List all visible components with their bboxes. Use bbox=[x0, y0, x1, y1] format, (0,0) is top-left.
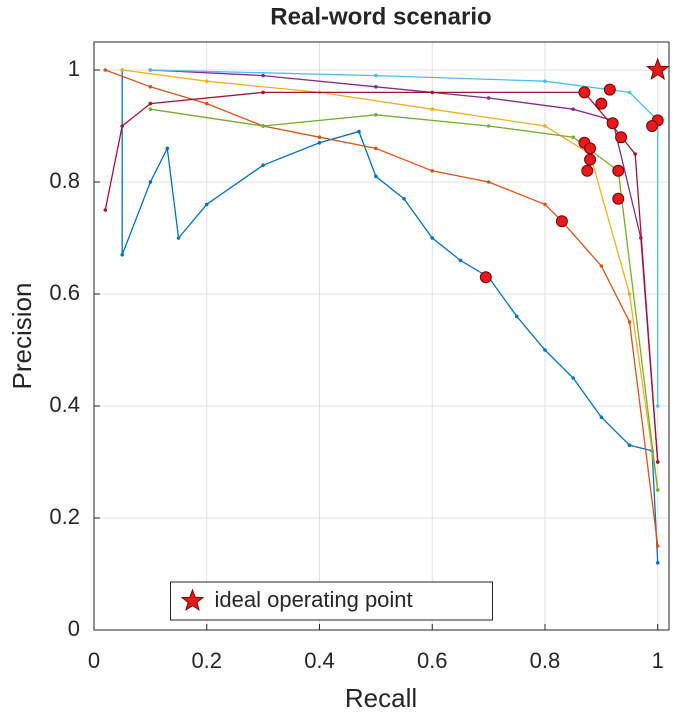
curve-point bbox=[655, 460, 660, 464]
legend-marker bbox=[180, 588, 205, 612]
curve-point bbox=[261, 90, 265, 95]
operating-point bbox=[479, 271, 492, 284]
operating-point bbox=[603, 83, 616, 96]
curve-point bbox=[120, 68, 124, 72]
operating-point bbox=[578, 86, 591, 99]
operating-point bbox=[584, 142, 597, 155]
curve-point bbox=[514, 314, 519, 319]
operating-point bbox=[615, 131, 628, 144]
curve-point bbox=[633, 152, 637, 156]
x-axis-label: Recall bbox=[345, 683, 417, 713]
x-tick-label: 0.6 bbox=[417, 648, 448, 673]
curve-point bbox=[599, 415, 604, 420]
curve-point bbox=[374, 85, 378, 89]
curve-point bbox=[627, 292, 632, 296]
curve-point bbox=[627, 443, 632, 448]
pr-curve bbox=[150, 69, 659, 406]
curve-point bbox=[430, 236, 435, 240]
curve-point bbox=[655, 488, 660, 492]
x-tick-label: 0 bbox=[88, 648, 100, 673]
operating-point bbox=[606, 117, 619, 130]
curve-point bbox=[148, 85, 153, 89]
curve-point bbox=[374, 73, 378, 78]
curve-point bbox=[599, 264, 604, 268]
x-tick-label: 0.2 bbox=[191, 648, 222, 673]
operating-point bbox=[584, 153, 597, 166]
y-tick-label: 0.6 bbox=[49, 280, 80, 305]
curve-point bbox=[148, 180, 153, 184]
curve-point bbox=[627, 90, 632, 95]
curve-point bbox=[261, 73, 265, 78]
curve-point bbox=[571, 107, 575, 111]
plot-area bbox=[94, 42, 669, 630]
curve-point bbox=[571, 135, 575, 139]
x-tick-label: 1 bbox=[652, 648, 664, 673]
operating-point bbox=[646, 120, 659, 132]
curve-point bbox=[655, 544, 660, 548]
pr-curve bbox=[150, 69, 659, 463]
curve-point bbox=[655, 404, 660, 408]
curve-point bbox=[374, 146, 378, 151]
y-tick-label: 0.2 bbox=[49, 504, 80, 529]
curve-point bbox=[165, 146, 170, 151]
operating-point bbox=[612, 192, 625, 205]
y-axis-label: Precision bbox=[7, 283, 37, 390]
operating-point bbox=[612, 164, 625, 177]
chart-title: Real-word scenario bbox=[270, 3, 491, 30]
curve-point bbox=[120, 124, 124, 128]
curve-point bbox=[543, 202, 547, 207]
curve-point bbox=[204, 79, 209, 83]
pr-curve bbox=[122, 69, 659, 491]
curve-point bbox=[430, 169, 435, 173]
curve-point bbox=[317, 141, 322, 145]
curve-point bbox=[402, 197, 406, 201]
curve-point bbox=[627, 320, 632, 324]
operating-point bbox=[595, 97, 608, 110]
curve-point bbox=[261, 124, 265, 128]
curve-point bbox=[204, 202, 209, 207]
curve-point bbox=[120, 253, 124, 257]
curve-point bbox=[571, 376, 575, 380]
curve-point bbox=[148, 101, 153, 106]
curve-point bbox=[430, 107, 435, 111]
curve-point bbox=[204, 101, 209, 106]
y-tick-label: 0 bbox=[68, 616, 80, 641]
curve-point bbox=[176, 236, 181, 240]
curve-point bbox=[458, 258, 463, 263]
axes-box bbox=[93, 41, 670, 631]
curve-point bbox=[430, 90, 435, 95]
legend-label: ideal operating point bbox=[215, 587, 413, 612]
curve-point bbox=[655, 561, 660, 565]
operating-point bbox=[555, 215, 568, 228]
curve-point bbox=[148, 68, 153, 72]
curve-point bbox=[357, 129, 361, 134]
x-tick-label: 0.8 bbox=[530, 648, 561, 673]
y-tick-label: 1 bbox=[68, 56, 80, 81]
legend: ideal operating point bbox=[170, 581, 493, 621]
curve-point bbox=[103, 208, 108, 212]
legend-box bbox=[170, 581, 493, 621]
curve-point bbox=[543, 79, 547, 83]
curve-point bbox=[317, 135, 322, 139]
curve-point bbox=[261, 163, 265, 167]
curve-point bbox=[486, 180, 491, 184]
y-tick-label: 0.8 bbox=[49, 168, 80, 193]
operating-point bbox=[581, 164, 594, 177]
curve-point bbox=[103, 68, 108, 72]
x-tick-label: 0.4 bbox=[304, 648, 335, 673]
curve-point bbox=[543, 348, 547, 352]
curve-point bbox=[486, 96, 491, 100]
curve-point bbox=[374, 113, 378, 117]
curve-point bbox=[374, 174, 378, 179]
y-tick-label: 0.4 bbox=[49, 392, 80, 417]
ideal-point bbox=[645, 57, 670, 81]
curve-point bbox=[486, 124, 491, 128]
curve-point bbox=[543, 124, 547, 128]
curve-point bbox=[148, 107, 153, 111]
